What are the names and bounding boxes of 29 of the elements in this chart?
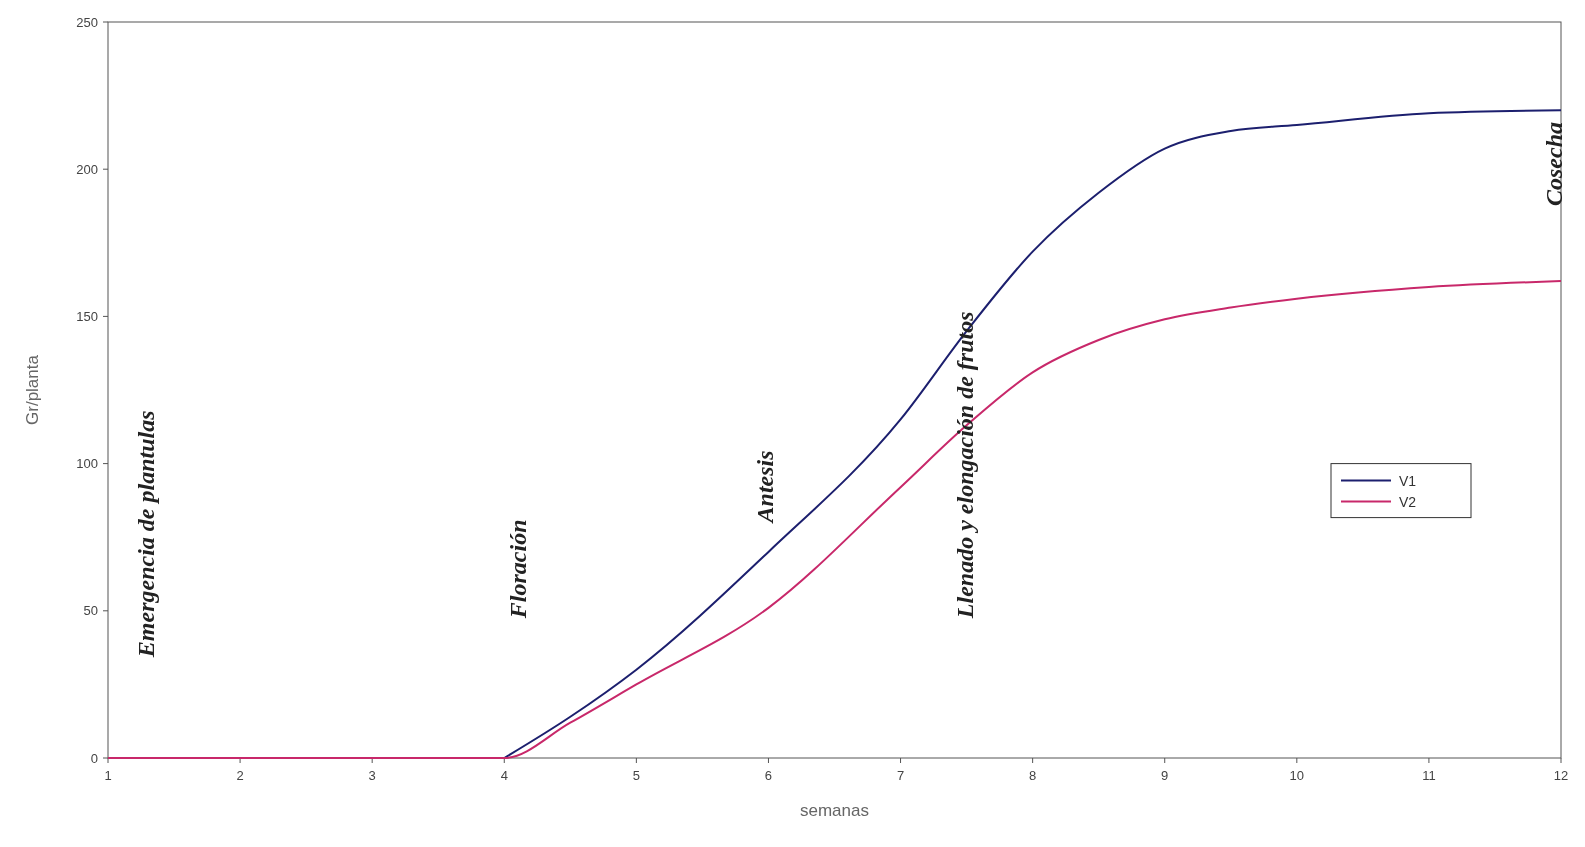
x-tick-label: 10 <box>1289 768 1305 783</box>
x-tick-label: 2 <box>236 768 244 783</box>
x-tick-label: 12 <box>1553 768 1569 783</box>
x-tick-label: 8 <box>1029 768 1037 783</box>
x-tick-label: 6 <box>764 768 773 783</box>
y-tick-label: 200 <box>76 161 98 177</box>
x-tick-label: 9 <box>1161 768 1169 783</box>
line-series <box>107 280 1562 759</box>
x-tick-label: 11 <box>1422 768 1436 783</box>
x-tick-label: 7 <box>896 768 905 783</box>
y-tick-label: 150 <box>76 308 98 324</box>
annotation: Cosecha <box>1540 122 1567 206</box>
annotation: Llenado y elongación de frutos <box>952 311 979 620</box>
x-axis-title: semanas <box>800 801 869 820</box>
annotation: Floración <box>504 519 531 620</box>
annotation: Antesis <box>751 450 778 525</box>
legend-label: V2 <box>1399 493 1417 510</box>
legend-label: V1 <box>1399 472 1417 489</box>
x-tick-label: 5 <box>632 768 640 783</box>
y-tick-label: 250 <box>76 14 98 30</box>
x-tick-label: 1 <box>104 768 112 783</box>
y-tick-label: 50 <box>83 603 98 619</box>
y-axis-title: Gr/planta <box>23 354 42 425</box>
annotation: Emergencia de plantulas <box>132 410 159 659</box>
x-tick-label: 3 <box>368 768 376 783</box>
x-tick-label: 4 <box>500 768 508 783</box>
line-series <box>503 109 1562 759</box>
y-tick-label: 100 <box>76 456 98 472</box>
y-tick-label: 0 <box>90 750 98 766</box>
